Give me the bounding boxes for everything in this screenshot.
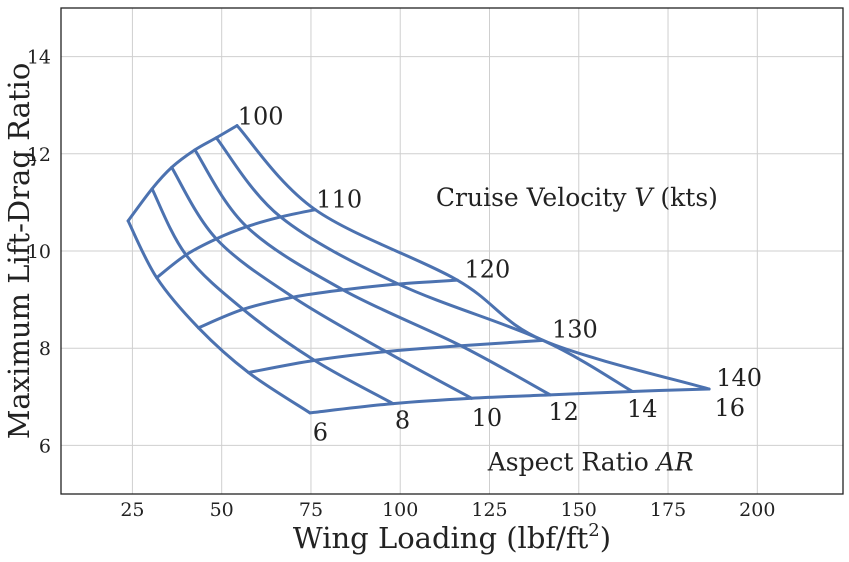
y-tick-label: 10 [27, 241, 51, 263]
velocity-label-110: 110 [316, 185, 362, 213]
plot-frame [60, 7, 844, 495]
y-tick-label: 12 [27, 144, 51, 166]
y-tick-label: 8 [39, 338, 51, 360]
velocity-label-100: 100 [238, 103, 284, 131]
x-axis-label-text: Wing Loading (lbf/ft [293, 521, 589, 555]
x-tick-label: 125 [471, 499, 507, 521]
x-axis-label-end: ) [600, 521, 611, 555]
aspect-ratio-label-10: 10 [472, 404, 503, 432]
velocity-curve-140 [308, 387, 711, 415]
velocity-curve-110 [155, 208, 317, 280]
velocity-title-text: Cruise Velocity [436, 183, 634, 212]
x-tick-label: 150 [561, 499, 597, 521]
x-tick-label: 25 [120, 499, 144, 521]
curve-layer [126, 124, 711, 415]
velocity-curve-100 [126, 124, 239, 223]
velocity-title: Cruise Velocity V (kts) [436, 183, 718, 212]
x-tick-label: 175 [650, 499, 686, 521]
aspect-ratio-label-8: 8 [395, 406, 410, 434]
label-layer: 100 110 120 130 140 6 8 10 12 14 16 [238, 103, 762, 447]
aspect-ratio-label-16: 16 [714, 394, 745, 422]
y-tick-label: 14 [27, 47, 51, 69]
velocity-unit: (kts) [652, 183, 717, 212]
x-tick-label: 100 [382, 499, 418, 521]
velocity-curve-120 [196, 278, 459, 330]
x-tick-label: 200 [739, 499, 775, 521]
aspect-ratio-curve-6 [126, 219, 312, 415]
aspect-ratio-label-6: 6 [313, 419, 328, 447]
velocity-label-120: 120 [464, 256, 510, 284]
x-axis-label-sup: 2 [588, 520, 599, 541]
velocity-label-130: 130 [552, 316, 598, 344]
velocity-label-140: 140 [716, 364, 762, 392]
x-axis-label: Wing Loading (lbf/ft2) [293, 520, 611, 555]
y-axis-label: Maximum Lift-Drag Ratio [2, 63, 36, 440]
aspect-ratio-label-12: 12 [548, 398, 579, 426]
velocity-curve-130 [246, 338, 545, 374]
velocity-symbol: V [634, 183, 655, 212]
aspect-ratio-title-text: Aspect Ratio [487, 448, 657, 477]
x-tick-label: 50 [210, 499, 234, 521]
aspect-ratio-label-14: 14 [627, 395, 658, 423]
x-tick-label: 75 [299, 499, 323, 521]
aspect-ratio-title: Aspect Ratio AR [487, 448, 694, 477]
tick-layer: 25 50 75 100 125 150 175 200 6 8 10 12 14 [27, 47, 776, 521]
aspect-ratio-symbol: AR [655, 448, 694, 477]
y-tick-label: 6 [39, 435, 51, 457]
